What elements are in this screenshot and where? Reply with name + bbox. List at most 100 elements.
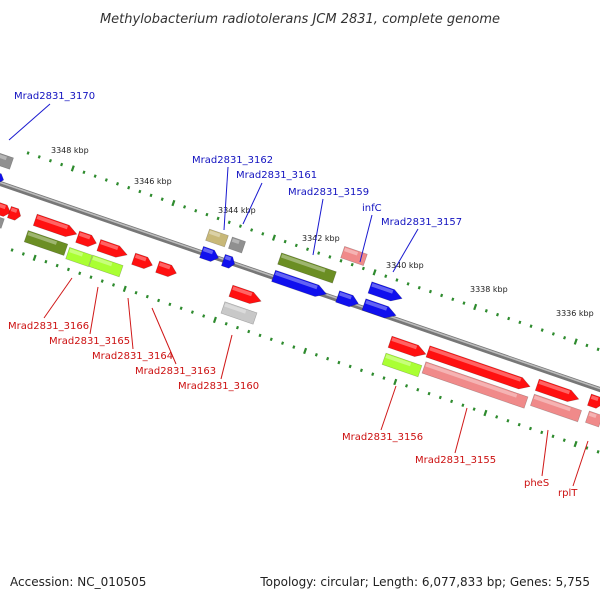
minor-tick [305,247,310,252]
leader-line [220,334,233,380]
minor-tick [339,259,343,263]
gene-feature [0,152,14,170]
gene-feature [32,213,78,237]
minor-tick [227,220,231,225]
minor-tick [428,289,432,294]
minor-tick [202,314,206,318]
gene-feature [367,281,403,302]
minor-tick [328,255,332,259]
minor-tick [438,395,442,400]
gene-label-reverse: Mrad2831_3163 [135,366,216,377]
minor-tick [596,450,600,454]
gene-feature [585,410,600,428]
minor-tick [60,162,64,167]
minor-tick [138,189,142,194]
minor-tick [115,182,120,186]
minor-tick [216,216,220,221]
minor-tick [472,407,476,411]
minor-tick [406,282,410,286]
minor-tick [261,232,265,236]
leader-line [89,286,99,335]
minor-tick [183,205,187,209]
minor-tick [337,360,341,365]
minor-tick [205,212,209,217]
minor-tick [258,333,262,338]
tick-label: 3340 kbp [386,261,424,270]
tick-label: 3344 kbp [218,206,256,215]
gene-feature [228,236,246,254]
major-tick [473,303,478,311]
minor-tick [528,426,533,431]
gene-feature [421,361,529,409]
major-tick [171,199,176,207]
leader-line [127,297,134,350]
gene-feature [335,290,359,308]
minor-tick [238,224,242,228]
tick-label: 3338 kbp [470,285,508,294]
leader-line [392,228,419,273]
minor-tick [382,376,386,380]
major-tick [122,285,127,293]
major-tick [483,409,488,417]
major-tick [303,347,308,355]
minor-tick [562,438,566,442]
gene-label-reverse: rplT [558,488,578,499]
minor-tick [104,178,108,182]
minor-tick [82,170,86,175]
minor-tick [37,155,41,159]
gene-label-reverse: Mrad2831_3156 [342,432,423,443]
minor-tick [440,293,444,298]
leader-line [380,385,397,431]
accession-text: Accession: NC_010505 [10,575,146,589]
minor-tick [93,174,97,178]
gene-label-reverse: Mrad2831_3160 [178,381,259,392]
major-tick [372,269,377,276]
gene-label-forward: Mrad2831_3159 [288,187,369,198]
minor-tick [450,399,454,404]
minor-tick [461,403,465,408]
tick-label: 3342 kbp [302,234,340,243]
gene-labels: Mrad2831_3170 Mrad2831_3162 Mrad2831_3161 M… [8,91,578,499]
gene-feature [387,335,427,357]
gene-label-forward: Mrad2831_3157 [381,217,462,228]
major-tick [212,316,217,324]
tick-label: 3348 kbp [51,146,89,155]
gene-feature [23,230,69,256]
leader-line [8,103,51,141]
gene-feature [205,228,229,248]
gene-feature [88,254,124,278]
minor-tick [111,283,116,287]
minor-tick [359,368,363,373]
minor-tick [157,298,161,303]
minor-tick [194,208,198,213]
gene-features [0,152,600,428]
minor-tick [149,193,153,198]
minor-tick [224,321,228,326]
minor-tick [250,228,254,232]
gene-feature [228,284,262,304]
gene-label-reverse: Mrad2831_3165 [49,336,130,347]
minor-tick [484,309,488,313]
minor-tick [451,297,455,302]
leader-line [223,166,229,231]
minor-tick [281,341,285,345]
leader-line [572,440,589,487]
gene-feature [0,215,5,229]
minor-tick [145,294,149,299]
gene-feature [96,239,128,258]
minor-tick [160,197,164,201]
minor-tick [395,278,399,282]
gene-feature [271,269,328,297]
major-tick [393,378,398,386]
minor-tick [518,320,522,325]
minor-tick [384,274,388,278]
minor-tick [314,353,318,357]
leader-line [312,198,324,256]
minor-tick [235,325,240,330]
minor-tick [495,415,499,419]
minor-tick [551,332,555,336]
minor-tick [563,335,567,340]
gene-label-reverse: pheS [524,478,549,489]
minor-tick [540,328,544,332]
